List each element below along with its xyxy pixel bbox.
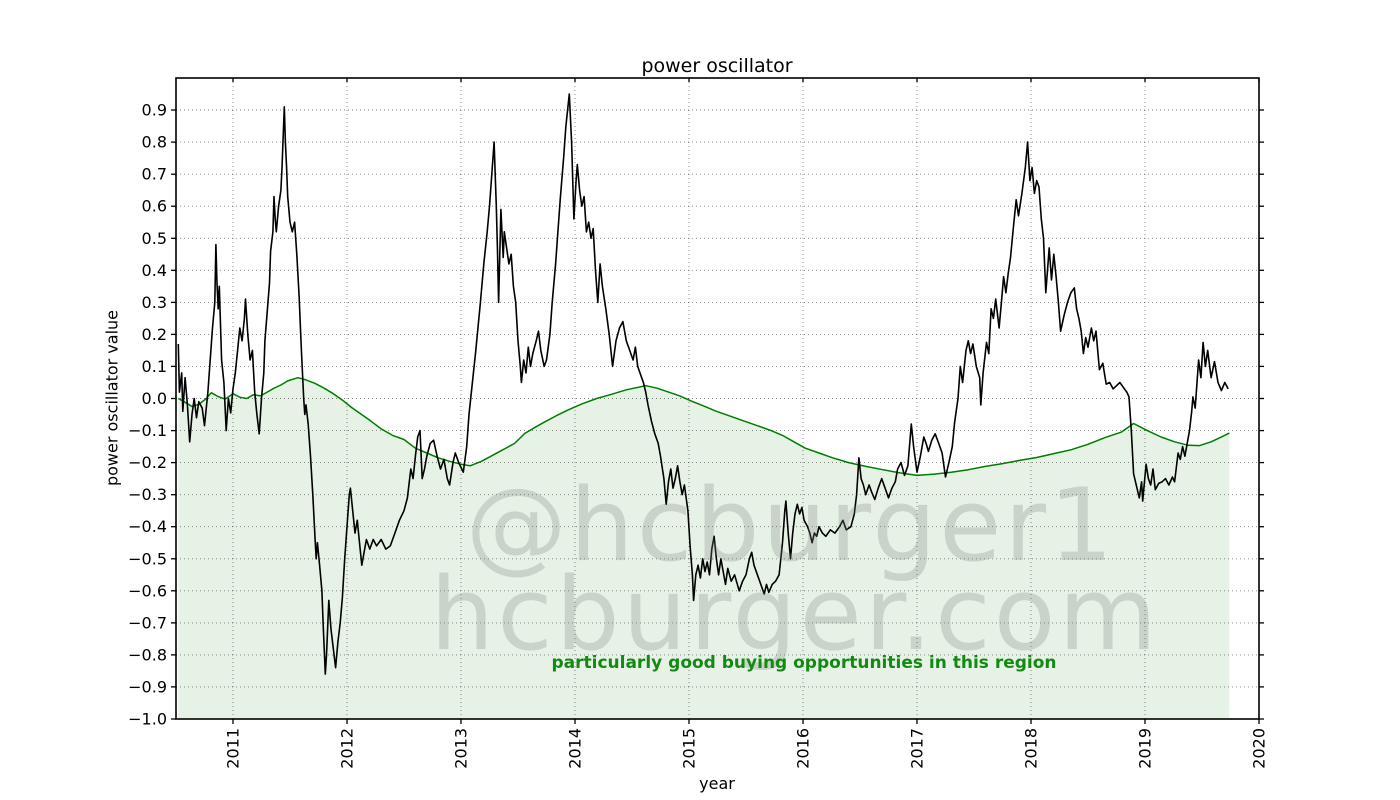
y-tick-label: −0.3 [128,485,167,504]
x-tick-label: 2012 [338,728,357,769]
y-tick-label: −0.4 [128,517,167,536]
y-tick-label: −0.6 [128,581,167,600]
tick-marks [171,78,1264,724]
y-tick-label: 0.1 [142,357,167,376]
y-tick-label: 0.4 [142,261,167,280]
y-tick-label: 0.7 [142,165,167,184]
x-tick-label: 2019 [1136,728,1155,769]
y-tick-label: −0.1 [128,421,167,440]
x-tick-label: 2016 [794,728,813,769]
x-axis-label: year [699,774,735,793]
y-tick-label: 0.0 [142,389,167,408]
x-tick-label: 2020 [1250,728,1269,769]
y-axis-label: power oscillator value [102,309,122,487]
y-tick-label: −0.8 [128,645,167,664]
tick-labels: −1.0 −0.9 −0.8 −0.7 −0.6 −0.5 −0.4 −0.3 −0.2 −0.1… [128,101,1268,769]
y-tick-label: 0.3 [142,293,167,312]
x-tick-label: 2017 [908,728,927,769]
chart-title: power oscillator [641,55,793,77]
y-tick-label: 0.5 [142,229,167,248]
series-power-oscillator [177,93,1229,675]
y-tick-label: −0.7 [128,613,167,632]
buy-region-fill [178,377,1230,719]
y-tick-label: −0.2 [128,453,167,472]
y-tick-label: −0.9 [128,677,167,696]
x-tick-label: 2011 [224,728,243,769]
x-tick-label: 2013 [452,728,471,769]
x-tick-label: 2018 [1022,728,1041,769]
y-tick-label: −1.0 [128,710,167,729]
y-tick-label: 0.9 [142,101,167,120]
x-tick-label: 2014 [566,728,585,769]
y-tick-label: −0.5 [128,549,167,568]
x-tick-label: 2015 [680,728,699,769]
series-buy-zone-boundary [177,376,1230,477]
y-tick-label: 0.8 [142,133,167,152]
buy-region-annotation: particularly good buying opportunities i… [551,653,1057,673]
y-tick-label: 0.2 [142,325,167,344]
y-tick-label: 0.6 [142,197,167,216]
